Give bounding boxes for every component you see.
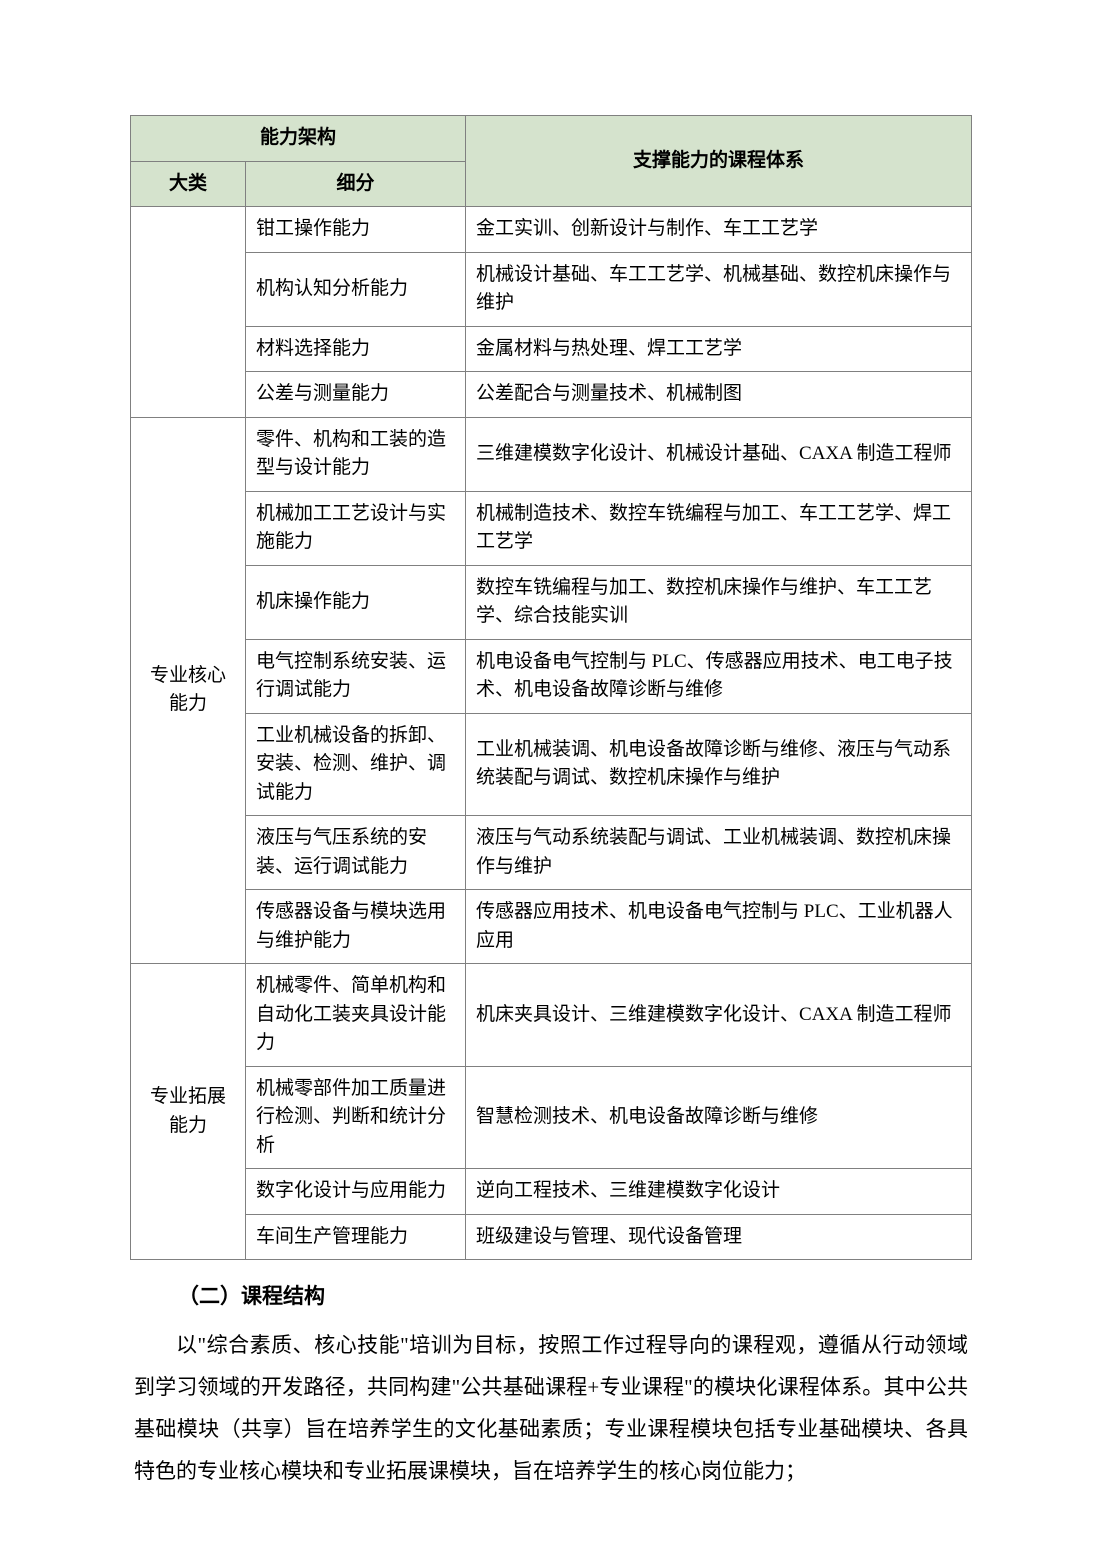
header-sub-category: 细分 bbox=[246, 161, 466, 207]
sub-cell: 材料选择能力 bbox=[246, 326, 466, 372]
course-cell: 公差配合与测量技术、机械制图 bbox=[466, 372, 972, 418]
table-row: 液压与气压系统的安装、运行调试能力 液压与气动系统装配与调试、工业机械装调、数控… bbox=[131, 816, 972, 890]
sub-cell: 机械零件、简单机构和自动化工装夹具设计能力 bbox=[246, 964, 466, 1067]
sub-cell: 公差与测量能力 bbox=[246, 372, 466, 418]
sub-cell: 机构认知分析能力 bbox=[246, 252, 466, 326]
sub-cell: 数字化设计与应用能力 bbox=[246, 1169, 466, 1215]
table-row: 数字化设计与应用能力 逆向工程技术、三维建模数字化设计 bbox=[131, 1169, 972, 1215]
course-cell: 金工实训、创新设计与制作、车工工艺学 bbox=[466, 207, 972, 253]
sub-cell: 机床操作能力 bbox=[246, 565, 466, 639]
sub-cell: 机械加工工艺设计与实施能力 bbox=[246, 491, 466, 565]
table-row: 专业核心能力 零件、机构和工装的造型与设计能力 三维建模数字化设计、机械设计基础… bbox=[131, 417, 972, 491]
table-header-row-1: 能力架构 支撑能力的课程体系 bbox=[131, 116, 972, 162]
header-course-system: 支撑能力的课程体系 bbox=[466, 116, 972, 207]
table-row: 公差与测量能力 公差配合与测量技术、机械制图 bbox=[131, 372, 972, 418]
sub-cell: 液压与气压系统的安装、运行调试能力 bbox=[246, 816, 466, 890]
table-row: 材料选择能力 金属材料与热处理、焊工工艺学 bbox=[131, 326, 972, 372]
sub-cell: 电气控制系统安装、运行调试能力 bbox=[246, 639, 466, 713]
table-row: 传感器设备与模块选用与维护能力 传感器应用技术、机电设备电气控制与 PLC、工业… bbox=[131, 890, 972, 964]
course-cell: 传感器应用技术、机电设备电气控制与 PLC、工业机器人应用 bbox=[466, 890, 972, 964]
category-cell: 专业拓展能力 bbox=[131, 964, 246, 1260]
table-row: 专业拓展能力 机械零件、简单机构和自动化工装夹具设计能力 机床夹具设计、三维建模… bbox=[131, 964, 972, 1067]
table-row: 钳工操作能力 金工实训、创新设计与制作、车工工艺学 bbox=[131, 207, 972, 253]
table-row: 车间生产管理能力 班级建设与管理、现代设备管理 bbox=[131, 1214, 972, 1260]
body-paragraph: 以"综合素质、核心技能"培训为目标，按照工作过程导向的课程观，遵循从行动领域到学… bbox=[130, 1324, 972, 1492]
sub-cell: 传感器设备与模块选用与维护能力 bbox=[246, 890, 466, 964]
course-cell: 数控车铣编程与加工、数控机床操作与维护、车工工艺学、综合技能实训 bbox=[466, 565, 972, 639]
course-cell: 工业机械装调、机电设备故障诊断与维修、液压与气动系统装配与调试、数控机床操作与维… bbox=[466, 713, 972, 816]
table-row: 机构认知分析能力 机械设计基础、车工工艺学、机械基础、数控机床操作与维护 bbox=[131, 252, 972, 326]
ability-course-table: 能力架构 支撑能力的课程体系 大类 细分 钳工操作能力 金工实训、创新设计与制作… bbox=[130, 115, 972, 1260]
course-cell: 机电设备电气控制与 PLC、传感器应用技术、电工电子技术、机电设备故障诊断与维修 bbox=[466, 639, 972, 713]
header-ability-structure: 能力架构 bbox=[131, 116, 466, 162]
course-cell: 机械制造技术、数控车铣编程与加工、车工工艺学、焊工工艺学 bbox=[466, 491, 972, 565]
sub-cell: 零件、机构和工装的造型与设计能力 bbox=[246, 417, 466, 491]
sub-cell: 工业机械设备的拆卸、安装、检测、维护、调试能力 bbox=[246, 713, 466, 816]
course-cell: 金属材料与热处理、焊工工艺学 bbox=[466, 326, 972, 372]
category-cell bbox=[131, 207, 246, 418]
sub-cell: 车间生产管理能力 bbox=[246, 1214, 466, 1260]
section-title: （二）课程结构 bbox=[178, 1280, 972, 1310]
course-cell: 液压与气动系统装配与调试、工业机械装调、数控机床操作与维护 bbox=[466, 816, 972, 890]
course-cell: 逆向工程技术、三维建模数字化设计 bbox=[466, 1169, 972, 1215]
sub-cell: 机械零部件加工质量进行检测、判断和统计分析 bbox=[246, 1066, 466, 1169]
table-row: 机床操作能力 数控车铣编程与加工、数控机床操作与维护、车工工艺学、综合技能实训 bbox=[131, 565, 972, 639]
course-cell: 机床夹具设计、三维建模数字化设计、CAXA 制造工程师 bbox=[466, 964, 972, 1067]
header-main-category: 大类 bbox=[131, 161, 246, 207]
course-cell: 班级建设与管理、现代设备管理 bbox=[466, 1214, 972, 1260]
sub-cell: 钳工操作能力 bbox=[246, 207, 466, 253]
category-cell: 专业核心能力 bbox=[131, 417, 246, 964]
table-row: 工业机械设备的拆卸、安装、检测、维护、调试能力 工业机械装调、机电设备故障诊断与… bbox=[131, 713, 972, 816]
course-cell: 智慧检测技术、机电设备故障诊断与维修 bbox=[466, 1066, 972, 1169]
table-row: 电气控制系统安装、运行调试能力 机电设备电气控制与 PLC、传感器应用技术、电工… bbox=[131, 639, 972, 713]
course-cell: 机械设计基础、车工工艺学、机械基础、数控机床操作与维护 bbox=[466, 252, 972, 326]
course-cell: 三维建模数字化设计、机械设计基础、CAXA 制造工程师 bbox=[466, 417, 972, 491]
table-row: 机械加工工艺设计与实施能力 机械制造技术、数控车铣编程与加工、车工工艺学、焊工工… bbox=[131, 491, 972, 565]
table-row: 机械零部件加工质量进行检测、判断和统计分析 智慧检测技术、机电设备故障诊断与维修 bbox=[131, 1066, 972, 1169]
